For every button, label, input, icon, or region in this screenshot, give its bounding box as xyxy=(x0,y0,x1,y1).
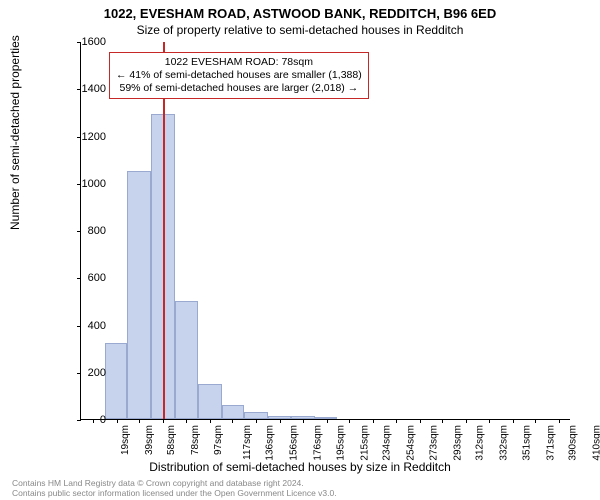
x-tick-label: 19sqm xyxy=(120,425,131,455)
histogram-bar xyxy=(315,417,338,419)
x-tick-mark xyxy=(139,419,140,423)
y-tick-label: 1200 xyxy=(76,131,106,143)
y-tick-label: 200 xyxy=(76,367,106,379)
x-tick-label: 97sqm xyxy=(213,425,224,455)
y-tick-label: 0 xyxy=(76,414,106,426)
histogram-bar xyxy=(244,412,268,419)
x-tick-label: 312sqm xyxy=(475,425,486,461)
footer-attribution: Contains HM Land Registry data © Crown c… xyxy=(12,478,337,498)
x-tick-label: 78sqm xyxy=(190,425,201,455)
y-tick-label: 1600 xyxy=(76,36,106,48)
y-axis-label: Number of semi-detached properties xyxy=(8,35,22,230)
x-tick-mark xyxy=(442,419,443,423)
x-tick-mark xyxy=(373,419,374,423)
x-tick-mark xyxy=(163,419,164,423)
x-tick-label: 390sqm xyxy=(568,425,579,461)
x-tick-mark xyxy=(420,419,421,423)
x-tick-mark xyxy=(327,419,328,423)
x-tick-label: 371sqm xyxy=(545,425,556,461)
y-tick-label: 1400 xyxy=(76,83,106,95)
x-tick-mark xyxy=(513,419,514,423)
y-tick-label: 400 xyxy=(76,320,106,332)
x-tick-label: 136sqm xyxy=(265,425,276,461)
x-tick-label: 273sqm xyxy=(428,425,439,461)
x-tick-mark xyxy=(349,419,350,423)
x-tick-mark xyxy=(559,419,560,423)
annotation-line1: 1022 EVESHAM ROAD: 78sqm xyxy=(116,56,362,69)
x-tick-label: 117sqm xyxy=(242,425,253,460)
x-tick-mark xyxy=(256,419,257,423)
annotation-box: 1022 EVESHAM ROAD: 78sqm← 41% of semi-de… xyxy=(109,52,369,99)
x-tick-label: 39sqm xyxy=(144,425,155,455)
x-axis-label: Distribution of semi-detached houses by … xyxy=(0,460,600,474)
footer-line2: Contains public sector information licen… xyxy=(12,488,337,498)
y-tick-label: 600 xyxy=(76,272,106,284)
x-tick-label: 58sqm xyxy=(166,425,177,455)
histogram-bar xyxy=(291,416,315,419)
x-tick-mark xyxy=(466,419,467,423)
chart-title-line1: 1022, EVESHAM ROAD, ASTWOOD BANK, REDDIT… xyxy=(0,0,600,21)
x-tick-mark xyxy=(535,419,536,423)
x-tick-label: 351sqm xyxy=(521,425,532,461)
x-tick-mark xyxy=(117,419,118,423)
histogram-bar xyxy=(127,171,151,419)
histogram-bar xyxy=(198,384,222,419)
x-tick-label: 332sqm xyxy=(499,425,510,461)
histogram-bar xyxy=(268,416,291,419)
x-tick-mark xyxy=(280,419,281,423)
x-tick-label: 215sqm xyxy=(359,425,370,461)
x-tick-mark xyxy=(489,419,490,423)
histogram-bar xyxy=(105,343,128,419)
x-tick-label: 195sqm xyxy=(335,425,346,461)
histogram-bar xyxy=(222,405,245,419)
x-tick-label: 254sqm xyxy=(406,425,417,461)
chart-plot-area: 1022 EVESHAM ROAD: 78sqm← 41% of semi-de… xyxy=(80,42,570,420)
x-tick-label: 156sqm xyxy=(289,425,300,461)
x-tick-mark xyxy=(303,419,304,423)
y-tick-label: 1000 xyxy=(76,178,106,190)
y-tick-label: 800 xyxy=(76,225,106,237)
x-tick-mark xyxy=(210,419,211,423)
x-tick-mark xyxy=(232,419,233,423)
x-tick-label: 176sqm xyxy=(313,425,324,461)
x-tick-mark xyxy=(186,419,187,423)
x-tick-mark xyxy=(396,419,397,423)
annotation-line3: 59% of semi-detached houses are larger (… xyxy=(116,82,362,95)
chart-title-line2: Size of property relative to semi-detach… xyxy=(0,21,600,37)
x-tick-label: 410sqm xyxy=(592,425,600,461)
x-tick-label: 293sqm xyxy=(452,425,463,461)
histogram-bar xyxy=(175,301,198,419)
footer-line1: Contains HM Land Registry data © Crown c… xyxy=(12,478,337,488)
annotation-line2: ← 41% of semi-detached houses are smalle… xyxy=(116,69,362,82)
x-tick-label: 234sqm xyxy=(382,425,393,461)
